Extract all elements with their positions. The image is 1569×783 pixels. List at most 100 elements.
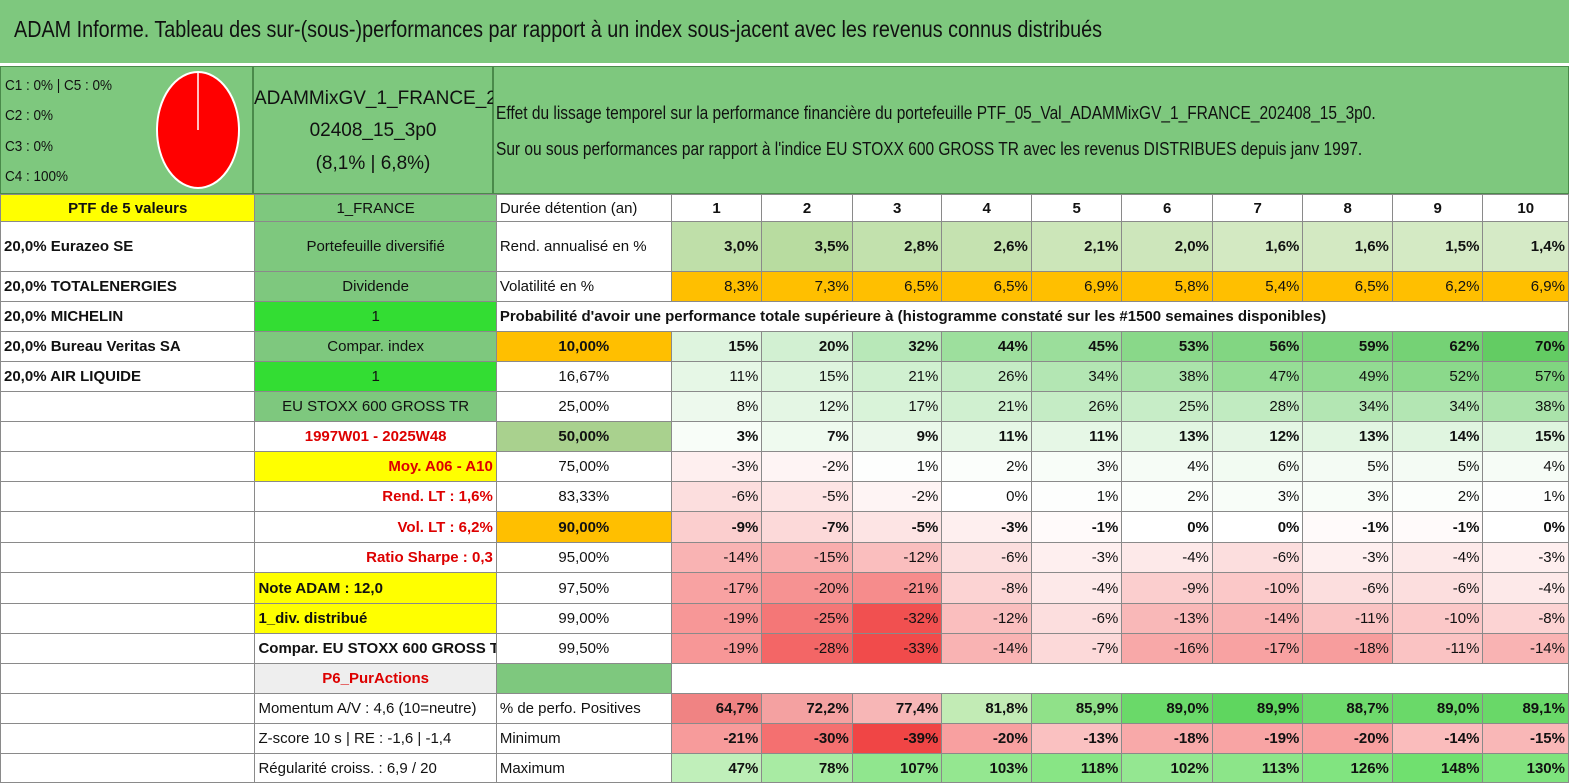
pos-cell: 89,9% [1211, 693, 1304, 724]
quantile-label: 25,00% [495, 391, 672, 422]
empty-cell [0, 542, 256, 573]
pie-svg [156, 71, 240, 189]
p6-label: P6_PurActions [254, 663, 497, 694]
quantile-cell: -16% [1121, 633, 1213, 664]
max-label: Maximum [495, 753, 672, 783]
quantile-cell: -12% [941, 603, 1032, 634]
quantile-cell: 34% [1302, 391, 1393, 422]
quantile-cell: 38% [1121, 361, 1213, 392]
table-row: Compar. EU STOXX 600 GROSS TI 99,50% -19% -… [0, 633, 1569, 664]
portfolio-type-tag: Portefeuille diversifié [254, 221, 497, 272]
quantile-cell: -10% [1211, 572, 1304, 604]
legend-c3: C3 : 0% [5, 138, 54, 155]
pos-cell: 89,0% [1391, 693, 1484, 724]
quantile-cell: -9% [1121, 572, 1213, 604]
quantile-cell: 7% [761, 421, 853, 452]
quantile-label: 97,50% [495, 572, 672, 604]
quantile-cell: 0% [1121, 511, 1213, 543]
quantile-cell: -5% [851, 511, 943, 543]
title-banner: ADAM Informe. Tableau des sur-(sous-)per… [0, 0, 1569, 66]
year-header: 3 [851, 194, 943, 222]
table-row: 1997W01 - 2025W48 50,00% 3% 7% 9% 11% 11% 13% 12… [0, 421, 1569, 452]
quantile-cell: -4% [1482, 572, 1569, 604]
rend-cell: 3,0% [670, 221, 763, 272]
vol-cell: 7,3% [761, 271, 853, 302]
quantile-cell: 25% [1121, 391, 1213, 422]
quantile-cell: 5% [1391, 451, 1484, 482]
ptf-label: PTF de 5 valeurs [0, 194, 256, 222]
quantile-cell: 1% [1482, 481, 1569, 512]
year-header: 4 [941, 194, 1032, 222]
rend-cell: 1,6% [1211, 221, 1304, 272]
stock-item: 20,0% AIR LIQUIDE [0, 361, 256, 392]
quantile-cell: 3% [670, 421, 763, 452]
quantile-cell: 1% [1030, 481, 1123, 512]
quantile-cell: 2% [1121, 481, 1213, 512]
empty-cell [0, 603, 256, 634]
quantile-label: 50,00% [495, 421, 672, 452]
quantile-cell: -19% [670, 603, 763, 634]
rend-cell: 2,0% [1121, 221, 1213, 272]
quantile-cell: 11% [941, 421, 1032, 452]
quantile-cell: 0% [941, 481, 1032, 512]
quantile-cell: 8% [670, 391, 763, 422]
portfolio-code-line-2: 02408_15_3p0 [309, 120, 437, 141]
quantile-cell: -4% [1121, 542, 1213, 573]
table-row: Moy. A06 - A10 75,00% -3% -2% 1% 2% 3% 4% 6% 5% 5%… [0, 451, 1569, 482]
pos-cell: 85,9% [1030, 693, 1123, 724]
vol-cell: 6,9% [1030, 271, 1123, 302]
quantile-label: 90,00% [495, 511, 672, 543]
report-title: ADAM Informe. Tableau des sur-(sous-)per… [14, 16, 1103, 42]
max-cell: 113% [1211, 753, 1304, 783]
quantile-cell: 53% [1121, 331, 1213, 362]
quantile-cell: 17% [851, 391, 943, 422]
quantile-label: 99,00% [495, 603, 672, 634]
quantile-cell: 6% [1211, 451, 1304, 482]
quantile-cell: 21% [941, 391, 1032, 422]
zscore-label: Z-score 10 s | RE : -1,6 | -1,4 [254, 723, 497, 754]
min-cell: -30% [761, 723, 853, 754]
table-row: Momentum A/V : 4,6 (10=neutre)% de perfo… [0, 693, 1569, 724]
empty-cell [0, 753, 256, 783]
description-line-1: Effet du lissage temporel sur la perform… [496, 103, 1376, 123]
quantile-cell: 11% [1030, 421, 1123, 452]
table-row: 20,0% TOTALENERGIES Dividende Volatilité e… [0, 271, 1569, 302]
quantile-cell: -6% [1302, 572, 1393, 604]
quantile-cell: -18% [1302, 633, 1393, 664]
empty-cell [0, 633, 256, 664]
quantile-label: 16,67% [495, 361, 672, 392]
min-cell: -13% [1030, 723, 1123, 754]
note-adam-label: Note ADAM : 12,0 [254, 572, 497, 604]
quantile-cell: 47% [1211, 361, 1304, 392]
quantile-cell: -4% [1030, 572, 1123, 604]
quantile-cell: -14% [1482, 633, 1569, 664]
pos-cell: 89,0% [1121, 693, 1213, 724]
quantile-cell: 5% [1302, 451, 1393, 482]
quantile-cell: -8% [1482, 603, 1569, 634]
quantile-cell: -3% [941, 511, 1032, 543]
quantile-cell: -9% [670, 511, 763, 543]
table-row: PTF de 5 valeurs 1_FRANCE Durée détention … [0, 194, 1569, 222]
quantile-cell: -1% [1030, 511, 1123, 543]
empty-cell [0, 391, 256, 422]
quantile-cell: 56% [1211, 331, 1304, 362]
stock-item: 20,0% Eurazeo SE [0, 221, 256, 272]
min-cell: -21% [670, 723, 763, 754]
quantile-cell: -5% [761, 481, 853, 512]
quantile-cell: 15% [670, 331, 763, 362]
quantile-cell: 59% [1302, 331, 1393, 362]
year-header: 8 [1302, 194, 1393, 222]
description-panel [493, 66, 1569, 194]
year-header: 5 [1030, 194, 1123, 222]
max-cell: 102% [1121, 753, 1213, 783]
quantile-cell: -8% [941, 572, 1032, 604]
quantile-cell: -2% [761, 451, 853, 482]
stock-item: 20,0% Bureau Veritas SA [0, 331, 256, 362]
empty-cell [0, 572, 256, 604]
quantile-label: 95,00% [495, 542, 672, 573]
quantile-cell: 34% [1030, 361, 1123, 392]
min-cell: -19% [1211, 723, 1304, 754]
vol-lt-label: Vol. LT : 6,2% [254, 511, 497, 543]
max-cell: 130% [1482, 753, 1569, 783]
quantile-cell: 49% [1302, 361, 1393, 392]
